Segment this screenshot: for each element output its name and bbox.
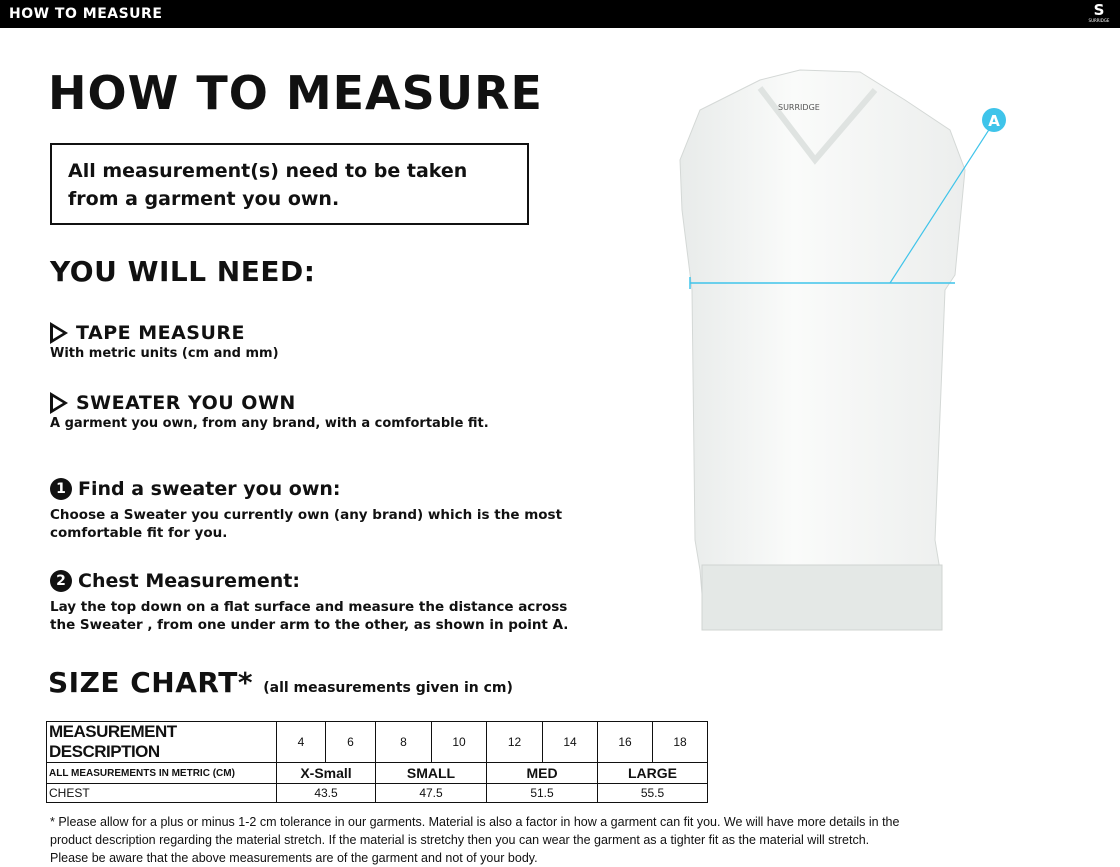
chest-cell: 55.5: [597, 783, 708, 803]
top-bar-title: HOW TO MEASURE: [9, 6, 163, 22]
surridge-logo: S SURRIDGE: [1088, 1, 1110, 23]
size-chart-table: MEASUREMENT DESCRIPTION 4 6 8 10 12 14 1…: [46, 721, 708, 803]
footnote: * Please allow for a plus or minus 1-2 c…: [50, 815, 900, 865]
chest-cell: 47.5: [375, 783, 487, 803]
point-a-marker: [982, 108, 1006, 132]
need-title: SWEATER YOU OWN: [76, 392, 296, 414]
step-number-icon: 2: [50, 570, 72, 592]
need-title: TAPE MEASURE: [76, 322, 246, 344]
need-desc: With metric units (cm and mm): [50, 346, 279, 361]
age-cell: 10: [431, 721, 487, 763]
size-chart-subtitle: (all measurements given in cm): [263, 680, 513, 696]
table-row: ALL MEASUREMENTS IN METRIC (CM) X-Small …: [46, 762, 708, 784]
age-cell: 6: [325, 721, 376, 763]
size-cell: X-Small: [276, 762, 376, 784]
sweater-vest-image: SURRIDGE A: [679, 69, 1006, 631]
play-triangle-icon: [50, 322, 68, 344]
age-cell: 14: [542, 721, 598, 763]
step-desc: Lay the top down on a flat surface and m…: [50, 599, 569, 633]
header-label: MEASUREMENT DESCRIPTION: [46, 721, 277, 763]
step-title: Find a sweater you own:: [78, 478, 341, 500]
step-number-icon: 1: [50, 478, 72, 500]
size-cell: LARGE: [597, 762, 708, 784]
chest-cell: 43.5: [276, 783, 376, 803]
size-cell: SMALL: [375, 762, 487, 784]
size-chart-title: SIZE CHART* (all measurements given in c…: [48, 666, 513, 699]
point-a-label: A: [988, 112, 1000, 130]
step-title: Chest Measurement:: [78, 570, 300, 592]
step-2: 2 Chest Measurement: Lay the top down on …: [50, 570, 580, 634]
notice-box: All measurement(s) need to be taken from…: [50, 143, 529, 225]
chest-cell: 51.5: [486, 783, 598, 803]
need-tape-measure: TAPE MEASURE With metric units (cm and m…: [50, 322, 279, 361]
size-cell: MED: [486, 762, 598, 784]
need-sweater: SWEATER YOU OWN A garment you own, from …: [50, 392, 489, 431]
need-desc: A garment you own, from any brand, with …: [50, 416, 489, 431]
size-chart-heading: SIZE CHART*: [48, 666, 253, 699]
age-cell: 16: [597, 721, 653, 763]
metric-label: ALL MEASUREMENTS IN METRIC (CM): [46, 762, 277, 784]
table-row: MEASUREMENT DESCRIPTION 4 6 8 10 12 14 1…: [46, 721, 708, 763]
need-heading: YOU WILL NEED:: [50, 255, 316, 288]
play-triangle-icon: [50, 392, 68, 414]
top-bar: HOW TO MEASURE S SURRIDGE: [0, 0, 1120, 28]
age-cell: 4: [276, 721, 326, 763]
age-cell: 12: [486, 721, 543, 763]
garment-label: SURRIDGE: [778, 103, 820, 112]
table-row: CHEST 43.5 47.5 51.5 55.5: [46, 783, 708, 803]
age-cell: 8: [375, 721, 432, 763]
age-cell: 18: [652, 721, 708, 763]
chest-label: CHEST: [46, 783, 277, 803]
step-1: 1 Find a sweater you own: Choose a Sweate…: [50, 478, 580, 542]
step-desc: Choose a Sweater you currently own (any …: [50, 507, 563, 541]
page-title: HOW TO MEASURE: [48, 66, 543, 120]
